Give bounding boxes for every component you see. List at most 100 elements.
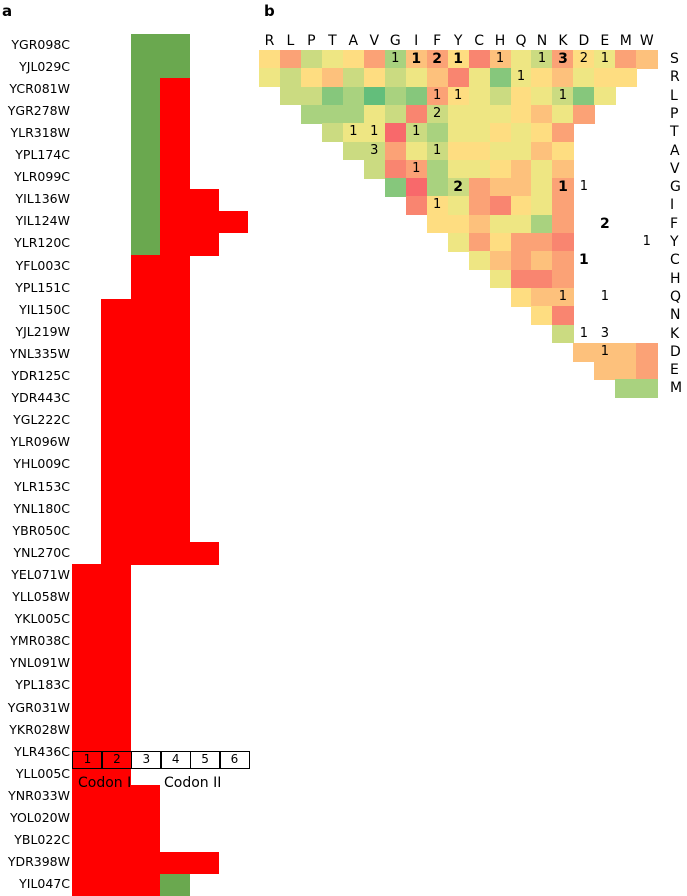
substitution-count: 2: [433, 105, 442, 121]
codon-segment: [101, 498, 190, 521]
column-aa-label: P: [307, 33, 316, 49]
row-aa-label: L: [670, 87, 678, 104]
heat-cell: [636, 342, 658, 362]
heat-cell: [489, 141, 511, 161]
codon-segment: [72, 674, 131, 698]
heat-cell: [636, 50, 658, 69]
gene-label: YIL047C: [19, 876, 70, 892]
heat-cell: [552, 251, 574, 271]
gene-label: YFL003C: [15, 257, 70, 273]
codon-segment: [160, 166, 190, 190]
heat-cell: [552, 50, 574, 69]
codon-segment: [130, 166, 161, 190]
heat-cell: [426, 86, 449, 106]
codon-segment: [160, 232, 219, 256]
heat-cell: [405, 86, 428, 106]
row-aa-label: M: [670, 380, 683, 397]
heat-cell: [552, 269, 574, 289]
row-aa-label: F: [670, 215, 679, 232]
codon-segment: [101, 343, 190, 367]
substitution-count: 1: [412, 124, 421, 140]
row-aa-label: H: [670, 270, 681, 287]
codon-position-box: 3: [130, 751, 162, 769]
heat-cell: [531, 287, 553, 307]
heat-cell: [552, 86, 574, 106]
gene-label: YKL005C: [14, 611, 70, 627]
heat-cell: [594, 68, 616, 88]
codon-segment: [160, 122, 190, 146]
gene-label: YPL174C: [15, 147, 70, 162]
substitution-count: 1: [558, 179, 568, 196]
heat-cell: [384, 123, 407, 142]
heat-cell: [447, 104, 470, 124]
substitution-count: 1: [453, 87, 463, 103]
gene-label: YNR033W: [8, 787, 70, 803]
codon-segment: [72, 652, 131, 676]
heat-cell: [489, 104, 511, 124]
gene-label: YPL183C: [15, 677, 70, 693]
heat-cell: [615, 50, 637, 69]
codon-segment: [101, 321, 190, 344]
gene-label: YPL151C: [15, 279, 70, 295]
heat-cell: [552, 141, 574, 161]
heat-cell: [447, 123, 470, 142]
column-aa-label: N: [536, 33, 548, 49]
column-aa-label: Y: [453, 33, 463, 49]
column-aa-label: F: [433, 33, 442, 49]
row-aa-label: E: [670, 362, 679, 379]
heat-cell: [489, 68, 511, 88]
heat-cell: [552, 68, 574, 88]
heat-cell: [342, 50, 365, 69]
heat-cell: [615, 68, 637, 88]
codon-segment: [101, 409, 190, 433]
codon-segment: [130, 56, 190, 79]
substitution-count: 1: [558, 288, 568, 304]
substitution-count: 1: [600, 343, 609, 359]
heat-cell: [615, 379, 637, 399]
heat-cell: [489, 233, 511, 252]
codon-segment: [101, 520, 190, 543]
substitution-count: 1: [391, 51, 400, 66]
heat-cell: [384, 141, 407, 161]
gene-label: YGR098C: [11, 36, 70, 52]
codon-segment: [72, 807, 161, 831]
heat-cell: [300, 86, 323, 106]
row-aa-label: A: [670, 142, 680, 159]
codon-segment: [72, 608, 131, 632]
row-aa-label: S: [670, 51, 679, 67]
heat-cell: [300, 68, 323, 88]
heat-cell: [573, 342, 595, 362]
gene-label: YLL005C: [15, 765, 70, 781]
heat-cell: [426, 178, 449, 197]
heat-cell: [552, 214, 574, 234]
row-aa-label: T: [670, 124, 679, 141]
codon-segment: [160, 210, 249, 234]
heat-cell: [552, 287, 574, 307]
heat-cell: [447, 68, 470, 88]
codon-segment: [160, 873, 190, 896]
heat-cell: [531, 104, 553, 124]
codon-segment: [130, 210, 161, 234]
heat-cell: [342, 104, 365, 124]
heat-cell: [279, 50, 302, 69]
row-aa-label: I: [670, 197, 675, 214]
heat-cell: [468, 233, 491, 252]
column-aa-label: I: [414, 33, 419, 49]
substitution-count: 1: [600, 51, 609, 66]
heat-cell: [531, 50, 553, 69]
substitution-count: 3: [370, 142, 379, 158]
heat-cell: [468, 104, 491, 124]
heat-cell: [384, 50, 407, 69]
heat-cell: [426, 68, 449, 88]
heat-cell: [363, 104, 386, 124]
heat-cell: [405, 104, 428, 124]
codon-segment: [101, 431, 190, 455]
substitution-count: 1: [349, 124, 358, 140]
heat-cell: [489, 50, 511, 69]
row-aa-label: Y: [670, 234, 679, 250]
panel-a-label: a: [2, 2, 13, 20]
heat-cell: [489, 214, 511, 234]
gene-label: YLL058W: [12, 589, 70, 604]
heat-cell: [531, 269, 553, 289]
heat-cell: [384, 178, 407, 197]
